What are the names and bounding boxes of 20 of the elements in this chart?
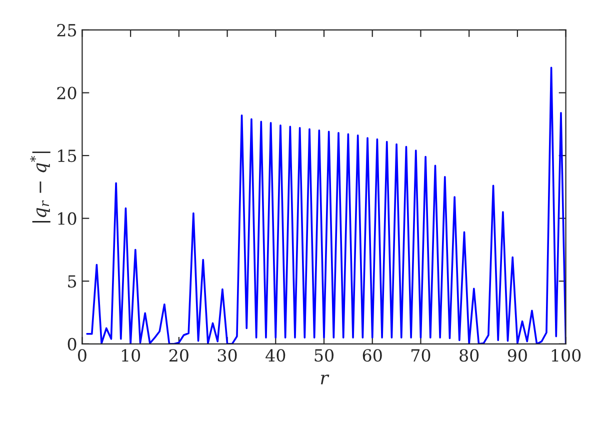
x-axis-title: r: [320, 374, 330, 384]
x-tick-label: 0: [78, 349, 86, 362]
line-series: [86, 66, 566, 344]
y-tick-label: 10: [58, 212, 76, 225]
x-tick-label: 50: [314, 349, 334, 362]
x-tick-label: 70: [412, 349, 430, 362]
x-tick-label: 10: [122, 349, 140, 362]
x-tick-label: 90: [508, 349, 527, 362]
y-tick-label: 15: [58, 150, 76, 162]
y-tick-label: 25: [57, 24, 76, 37]
y-tick-label: 20: [57, 86, 76, 100]
x-tick-label: 40: [266, 349, 286, 362]
x-tick-label: 80: [460, 349, 479, 362]
x-tick-label: 20: [169, 349, 188, 362]
x-tick-label: 60: [362, 349, 382, 362]
y-tick-label: 0: [68, 338, 76, 350]
y-tick-label: 5: [68, 275, 76, 288]
y-axis-title: |q$_{r}$ − q$^{*}$|: [30, 152, 50, 222]
x-tick-label: 100: [552, 349, 581, 362]
x-tick-label: 30: [218, 349, 237, 362]
